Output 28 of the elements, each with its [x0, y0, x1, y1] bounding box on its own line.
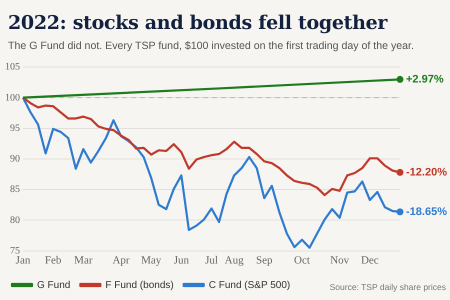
x-tick-label: May [141, 254, 162, 266]
x-tick-label: Apr [112, 254, 130, 266]
text: -12.20% [406, 166, 448, 178]
x-tick-label: Oct [294, 254, 310, 266]
y-tick-label: 90 [10, 154, 20, 165]
x-tick-label: Mar [74, 254, 93, 266]
x-tick-label: Aug [224, 254, 244, 266]
legend-label: C Fund (S&P 500) [208, 280, 290, 291]
y-tick-label: 75 [10, 245, 20, 256]
text: +2.97% [406, 73, 444, 86]
x-tick-label: Dec [360, 254, 379, 266]
legend-label: G Fund [37, 280, 70, 291]
x-tick-label: Jun [174, 254, 190, 266]
x-tick-label: Feb [44, 254, 62, 266]
x-tick-label: Jul [205, 254, 218, 266]
x-tick-label: Nov [330, 254, 350, 266]
source-note: Source: TSP daily share prices [330, 282, 446, 292]
y-tick-label: 80 [10, 214, 20, 226]
x-tick-label: Sep [256, 254, 274, 266]
y-tick-label: 105 [5, 62, 20, 73]
chart-subtitle: The G Fund did not. Every TSP fund, $100 invested on the first trading day of the year. [8, 40, 414, 52]
y-tick-label: 85 [10, 184, 20, 196]
y-tick-label: 95 [10, 122, 20, 134]
legend-label: F Fund (bonds) [105, 280, 174, 291]
chart-title: 2022: stocks and bonds fell together [8, 12, 388, 34]
y-tick-label: 100 [5, 92, 20, 104]
x-tick-label: Jan [16, 254, 31, 266]
text: -18.65% [406, 206, 448, 218]
